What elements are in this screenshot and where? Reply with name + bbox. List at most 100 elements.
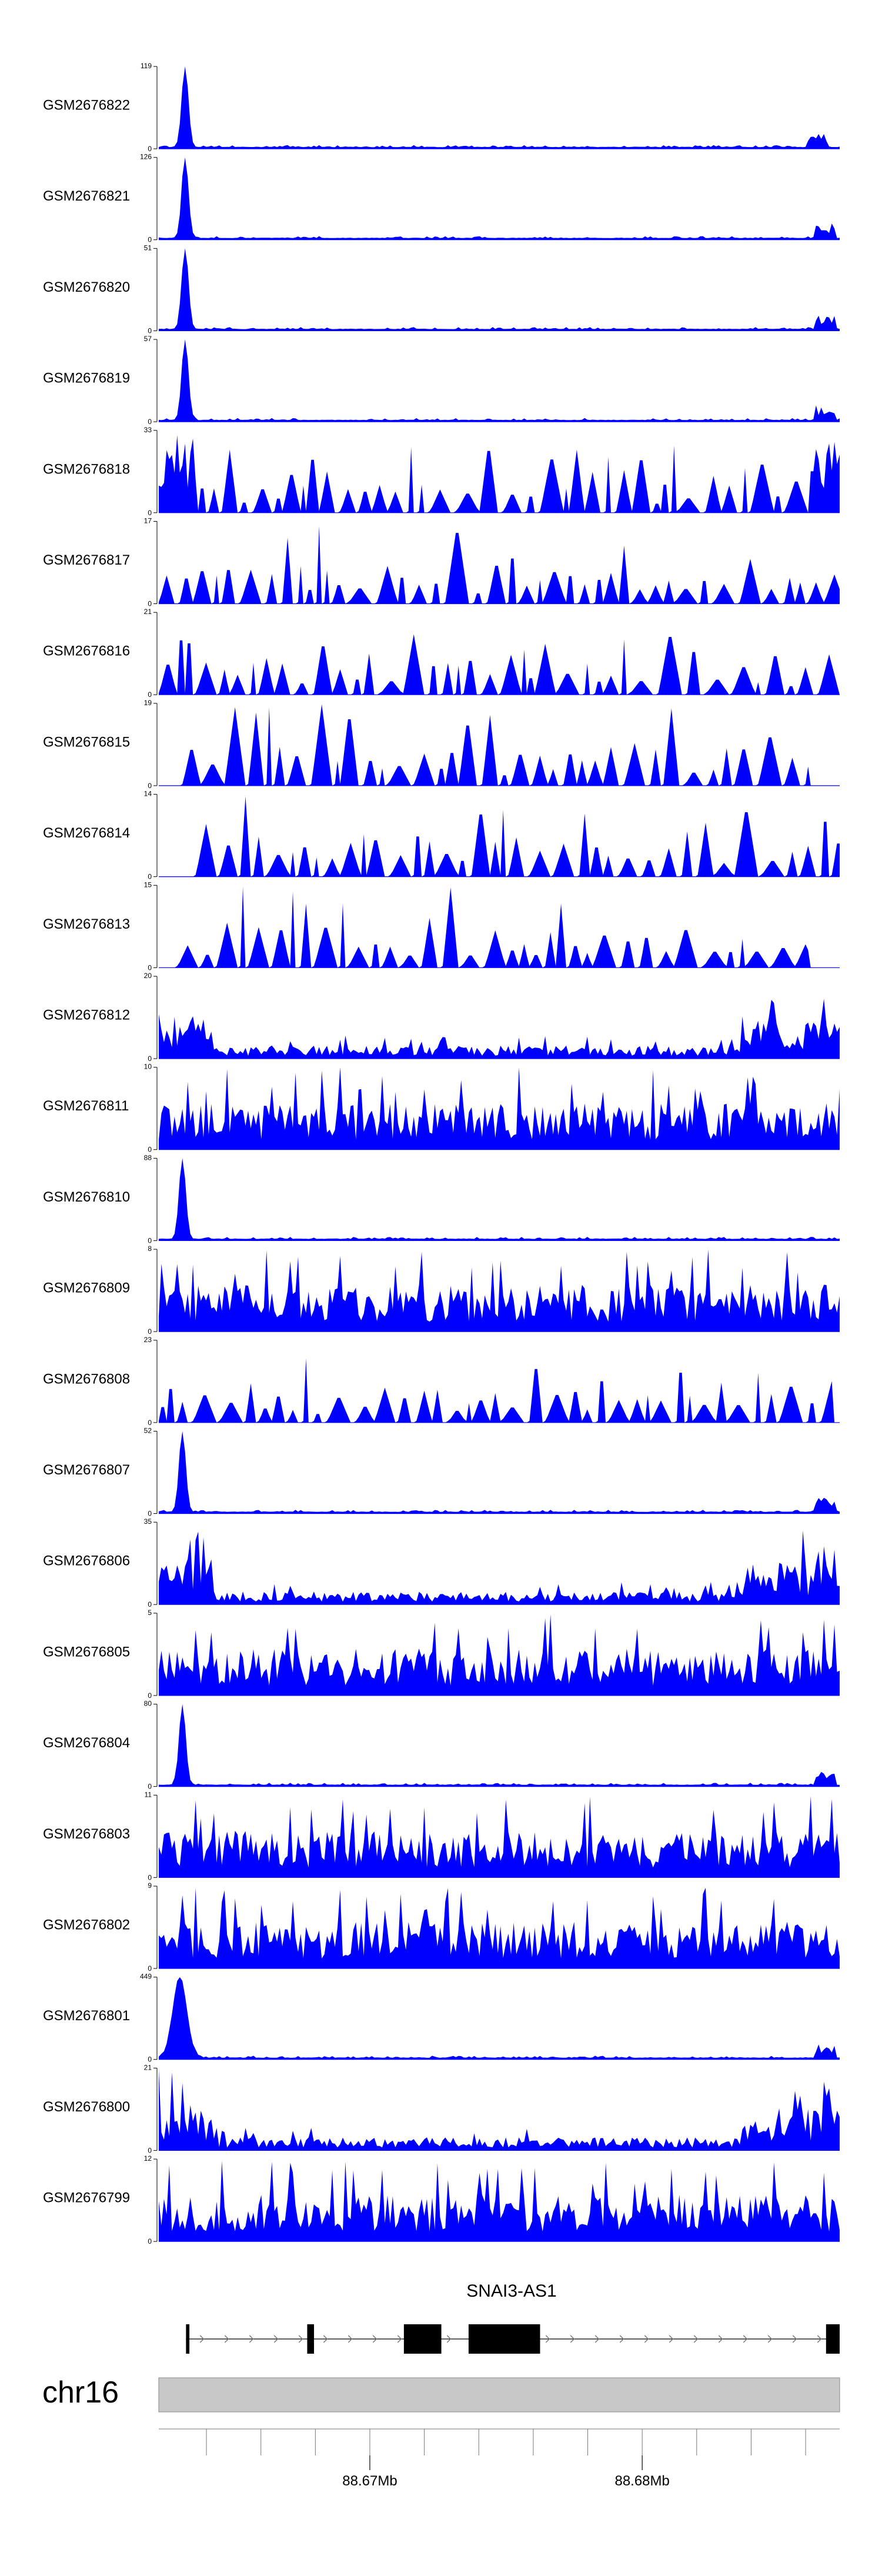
strand-arrow (619, 2335, 624, 2343)
y-min-label: 0 (148, 1419, 152, 1427)
y-min-label: 0 (148, 1055, 152, 1063)
gene-exon (826, 2324, 840, 2354)
strand-arrow (644, 2335, 649, 2343)
y-max-label: 57 (144, 335, 152, 343)
track-GSM2676804: GSM2676804 80 0 (43, 1700, 840, 1791)
strand-arrow (718, 2335, 723, 2343)
y-min-label: 0 (148, 782, 152, 790)
track-label: GSM2676818 (43, 461, 130, 477)
y-min-label: 0 (148, 873, 152, 881)
y-max-label: 21 (144, 2063, 152, 2071)
y-max-label: 11 (145, 1790, 152, 1798)
track-label: GSM2676819 (43, 371, 130, 386)
strand-arrow (792, 2335, 797, 2343)
y-min-label: 0 (148, 690, 152, 699)
strand-arrow (249, 2335, 254, 2343)
y-min-label: 0 (148, 963, 152, 972)
y-min-label: 0 (148, 145, 152, 153)
gene-exon (468, 2324, 540, 2354)
y-max-label: 51 (144, 243, 152, 252)
track-GSM2676817: GSM2676817 17 0 (43, 517, 840, 608)
track-GSM2676799: GSM2676799 12 0 (43, 2154, 840, 2245)
track-GSM2676807: GSM2676807 52 0 (43, 1427, 840, 1518)
y-max-label: 21 (144, 608, 152, 616)
y-max-label: 119 (141, 62, 152, 70)
strand-arrow (767, 2335, 773, 2343)
y-min-label: 0 (148, 236, 152, 244)
track-label: GSM2676806 (43, 1553, 130, 1569)
track-label: GSM2676809 (43, 1280, 130, 1296)
track-GSM2676802: GSM2676802 9 0 (43, 1881, 840, 1973)
track-GSM2676809: GSM2676809 8 0 (43, 1244, 840, 1336)
signal-area (159, 1249, 840, 1332)
track-GSM2676812: GSM2676812 20 0 (43, 972, 840, 1063)
strand-arrow (298, 2335, 303, 2343)
track-GSM2676808: GSM2676808 23 0 (43, 1336, 840, 1427)
track-label: GSM2676804 (43, 1735, 130, 1751)
track-GSM2676803: GSM2676803 11 0 (43, 1790, 840, 1881)
strand-arrow (224, 2335, 229, 2343)
track-GSM2676821: GSM2676821 126 0 (43, 153, 840, 244)
strand-arrow (446, 2335, 452, 2343)
strand-arrow (348, 2335, 353, 2343)
track-GSM2676810: GSM2676810 88 0 (43, 1153, 840, 1244)
strand-arrow (743, 2335, 748, 2343)
strand-arrow (397, 2335, 402, 2343)
y-min-label: 0 (148, 509, 152, 517)
y-min-label: 0 (148, 1873, 152, 1881)
y-min-label: 0 (148, 1236, 152, 1244)
gene-annotation-track: SNAI3-AS1 (186, 2281, 840, 2354)
y-max-label: 5 (148, 1609, 152, 1617)
y-max-label: 449 (140, 1973, 152, 1981)
strand-arrow (372, 2335, 377, 2343)
signal-area (159, 2161, 840, 2242)
strand-arrow (323, 2335, 328, 2343)
y-max-label: 33 (144, 426, 152, 434)
y-max-label: 9 (148, 1881, 152, 1890)
track-GSM2676805: GSM2676805 5 0 (43, 1609, 840, 1700)
y-min-label: 0 (148, 600, 152, 608)
track-label: GSM2676805 (43, 1644, 130, 1660)
y-max-label: 12 (144, 2154, 152, 2163)
signal-area (159, 157, 840, 240)
y-min-label: 0 (148, 2146, 152, 2154)
signal-area (159, 66, 840, 149)
y-min-label: 0 (148, 1327, 152, 1336)
track-label: GSM2676822 (43, 98, 130, 114)
track-label: GSM2676799 (43, 2190, 130, 2206)
strand-arrow (199, 2335, 205, 2343)
y-max-label: 15 (144, 880, 152, 889)
y-max-label: 20 (144, 972, 152, 980)
y-max-label: 10 (144, 1063, 152, 1071)
signal-area (159, 1887, 840, 1968)
track-label: GSM2676817 (43, 552, 130, 568)
signal-area (159, 1530, 840, 1605)
signal-area (159, 435, 840, 513)
track-label: GSM2676800 (43, 2099, 130, 2115)
track-label: GSM2676820 (43, 279, 130, 295)
track-GSM2676800: GSM2676800 21 0 (43, 2063, 840, 2154)
track-label: GSM2676811 (43, 1098, 129, 1114)
y-max-label: 19 (144, 699, 152, 707)
track-GSM2676813: GSM2676813 15 0 (43, 880, 840, 972)
track-GSM2676806: GSM2676806 35 0 (43, 1517, 840, 1609)
track-label: GSM2676814 (43, 825, 130, 841)
y-max-label: 88 (144, 1153, 152, 1162)
signal-area (159, 1704, 840, 1787)
y-max-label: 17 (144, 517, 152, 525)
gene-exon (307, 2324, 315, 2354)
track-label: GSM2676816 (43, 643, 130, 659)
signal-area (159, 1614, 840, 1696)
signal-area (159, 999, 840, 1059)
chromosome-band (158, 2377, 840, 2413)
track-label: GSM2676821 (43, 188, 130, 204)
y-max-label: 126 (140, 153, 152, 161)
signal-area (159, 1796, 840, 1878)
signal-area (159, 1067, 840, 1150)
x-axis-tick-label: 88.67Mb (342, 2473, 397, 2489)
strand-arrow (594, 2335, 600, 2343)
signal-area (159, 704, 840, 786)
track-GSM2676801: GSM2676801 449 0 (43, 1973, 840, 2064)
strand-arrow (669, 2335, 674, 2343)
